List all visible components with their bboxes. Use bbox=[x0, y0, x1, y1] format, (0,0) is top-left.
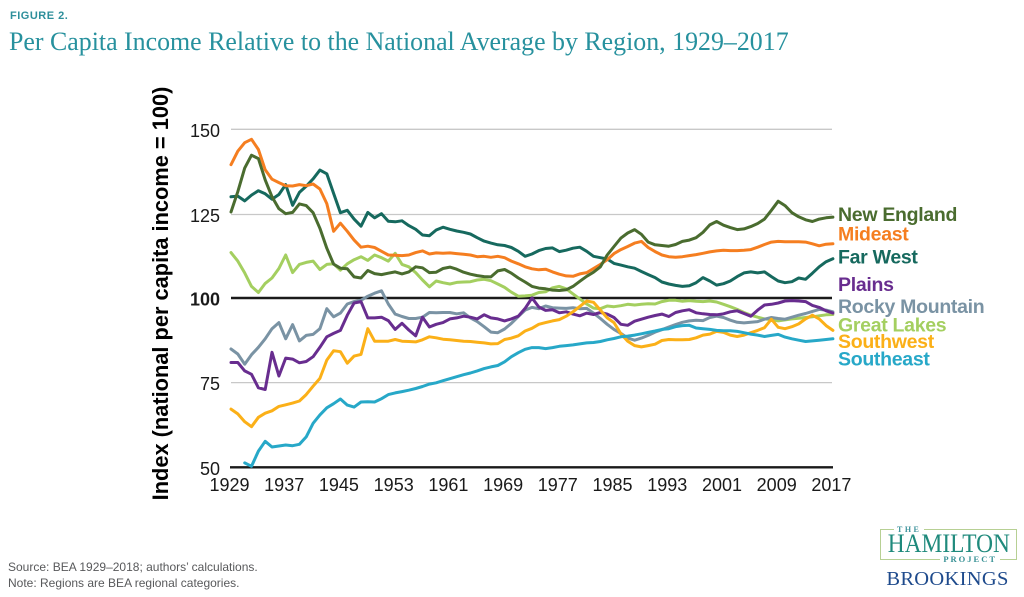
svg-text:1929: 1929 bbox=[209, 475, 249, 495]
svg-text:Rocky Mountain: Rocky Mountain bbox=[838, 296, 984, 318]
svg-text:Plains: Plains bbox=[838, 274, 894, 296]
svg-text:1937: 1937 bbox=[264, 475, 304, 495]
svg-text:1977: 1977 bbox=[538, 475, 578, 495]
svg-text:50: 50 bbox=[200, 459, 220, 479]
svg-text:Index (national per capita inc: Index (national per capita income = 100) bbox=[148, 87, 173, 501]
svg-text:1961: 1961 bbox=[428, 475, 468, 495]
svg-text:1945: 1945 bbox=[319, 475, 359, 495]
svg-text:Far West: Far West bbox=[838, 247, 918, 269]
svg-text:100: 100 bbox=[190, 290, 220, 310]
svg-text:2001: 2001 bbox=[702, 475, 742, 495]
svg-text:Southwest: Southwest bbox=[838, 331, 935, 353]
svg-text:150: 150 bbox=[190, 121, 220, 141]
svg-text:New England: New England bbox=[838, 204, 957, 226]
svg-text:Great Lakes: Great Lakes bbox=[838, 315, 947, 337]
svg-text:Southeast: Southeast bbox=[838, 349, 930, 371]
svg-text:125: 125 bbox=[190, 206, 220, 226]
svg-text:1993: 1993 bbox=[647, 475, 687, 495]
svg-text:Mideast: Mideast bbox=[838, 223, 909, 245]
svg-text:1953: 1953 bbox=[374, 475, 414, 495]
svg-text:1985: 1985 bbox=[592, 475, 632, 495]
svg-text:2017: 2017 bbox=[811, 475, 851, 495]
svg-text:2009: 2009 bbox=[757, 475, 797, 495]
svg-text:75: 75 bbox=[200, 374, 220, 394]
svg-text:1969: 1969 bbox=[483, 475, 523, 495]
